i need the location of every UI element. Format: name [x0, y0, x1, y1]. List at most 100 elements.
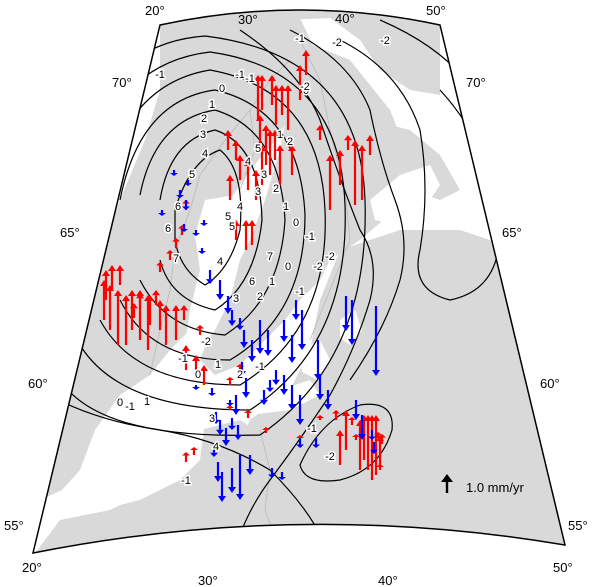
velocity-arrow-layer — [100, 50, 386, 502]
uplift-arrow — [200, 365, 208, 385]
uplift-arrow — [272, 85, 280, 125]
subsidence-arrow — [312, 438, 320, 448]
uplift-arrow — [351, 140, 359, 205]
uplift-arrow — [166, 250, 174, 260]
uplift-arrow — [102, 270, 110, 300]
subsidence-arrow — [200, 220, 208, 226]
contour-line — [289, 29, 405, 381]
contour-label: -1 — [255, 361, 265, 373]
uplift-arrow — [284, 85, 292, 130]
subsidence-arrow — [292, 300, 300, 320]
uplift-arrow — [162, 305, 170, 345]
water-white-sea — [370, 165, 440, 225]
uplift-arrow — [366, 135, 374, 155]
contour-dome — [174, 149, 242, 286]
subsidence-arrow — [324, 390, 332, 410]
contour-label: 3 — [200, 129, 206, 141]
arrow-up-icon — [441, 474, 453, 493]
subsidence-arrow — [228, 310, 236, 326]
contour-label: 5 — [189, 169, 195, 181]
contour-label: 6 — [249, 276, 255, 288]
water-layer — [80, 165, 440, 510]
contour-label: 2 — [287, 136, 293, 148]
uplift-arrow — [196, 325, 204, 335]
subsidence-arrow — [264, 330, 272, 356]
legend-label: 1.0 mm/yr — [466, 480, 524, 495]
subsidence-arrow — [210, 445, 218, 457]
subsidence-arrow — [228, 418, 236, 430]
contour-label: 1 — [209, 99, 215, 111]
subsidence-arrow — [280, 375, 288, 395]
frame-labels: 20° 30° 40° 50° 20° 30° 40° 50° 70° 65° … — [4, 3, 588, 587]
contour-label: -1 — [235, 69, 245, 81]
contour-label: -1 — [305, 231, 315, 243]
uplift-arrow — [128, 290, 136, 330]
uplift-arrow — [316, 415, 324, 420]
subsidence-arrow — [248, 340, 256, 362]
subsidence-arrow — [184, 180, 192, 186]
subsidence-arrow — [216, 280, 224, 300]
contour-label: 4 — [213, 441, 219, 453]
contour-label: 0 — [303, 85, 309, 97]
uplift-arrow — [172, 305, 180, 340]
contour-label: 5 — [229, 221, 235, 233]
contour-label: 3 — [255, 186, 261, 198]
subsidence-arrow — [234, 425, 242, 440]
frame-label-right-65: 65° — [502, 225, 522, 240]
subsidence-arrow — [224, 296, 232, 314]
subsidence-arrow — [298, 310, 306, 350]
subsidence-arrow — [216, 420, 224, 435]
contour-label: 2 — [237, 369, 243, 381]
frame-label-bottom-20: 20° — [22, 560, 42, 575]
land-north-cape — [160, 10, 440, 95]
subsidence-arrow — [198, 248, 206, 254]
contour-label: 1 — [144, 396, 150, 408]
uplift-arrow — [276, 145, 284, 185]
frame-label-bottom-40: 40° — [378, 573, 398, 587]
contour-label: 0 — [219, 83, 225, 95]
contour-label: 6 — [175, 201, 181, 213]
contour-label: 3 — [233, 293, 239, 305]
contour-label: -1 — [181, 475, 191, 487]
uplift-arrow — [268, 75, 276, 105]
contour-label: 2 — [273, 183, 279, 195]
contour-label: 3 — [209, 413, 215, 425]
contour-label: -1 — [245, 73, 255, 85]
frame-label-top-30: 30° — [238, 12, 258, 27]
contour-label: 4 — [202, 148, 208, 160]
subsidence-arrow — [296, 438, 304, 448]
contour-label: -2 — [332, 37, 342, 49]
subsidence-arrow — [236, 455, 244, 500]
uplift-arrow — [248, 220, 256, 245]
subsidence-arrow — [348, 300, 356, 345]
frame-label-right-60: 60° — [540, 376, 560, 391]
uplift-arrow — [152, 290, 160, 305]
uplift-arrow — [258, 75, 266, 110]
contour-label: 1 — [215, 359, 221, 371]
subsidence-arrow — [260, 390, 268, 405]
subsidence-arrow — [182, 200, 190, 210]
contour-label: -1 — [178, 353, 188, 365]
border-sweden-finland — [239, 109, 256, 191]
frame-label-left-65: 65° — [60, 225, 80, 240]
contour-label: 1 — [283, 201, 289, 213]
subsidence-arrow — [180, 224, 188, 232]
contour-label: -2 — [313, 261, 323, 273]
land-russia — [230, 230, 565, 550]
subsidence-arrow — [370, 442, 378, 454]
uplift-arrow — [372, 415, 380, 475]
subsidence-arrow — [358, 415, 366, 440]
subsidence-arrow — [280, 320, 288, 342]
contour-label: -2 — [325, 451, 335, 463]
subsidence-arrow — [222, 428, 230, 446]
subsidence-arrow — [268, 468, 276, 478]
uplift-arrow — [342, 410, 350, 450]
frame-label-right-55: 55° — [568, 518, 588, 533]
uplift-arrow — [156, 300, 164, 330]
subsidence-arrow — [316, 375, 324, 400]
contour-label: 7 — [173, 253, 179, 265]
uplift-arrow — [288, 145, 296, 175]
uplift-arrow — [336, 150, 344, 185]
